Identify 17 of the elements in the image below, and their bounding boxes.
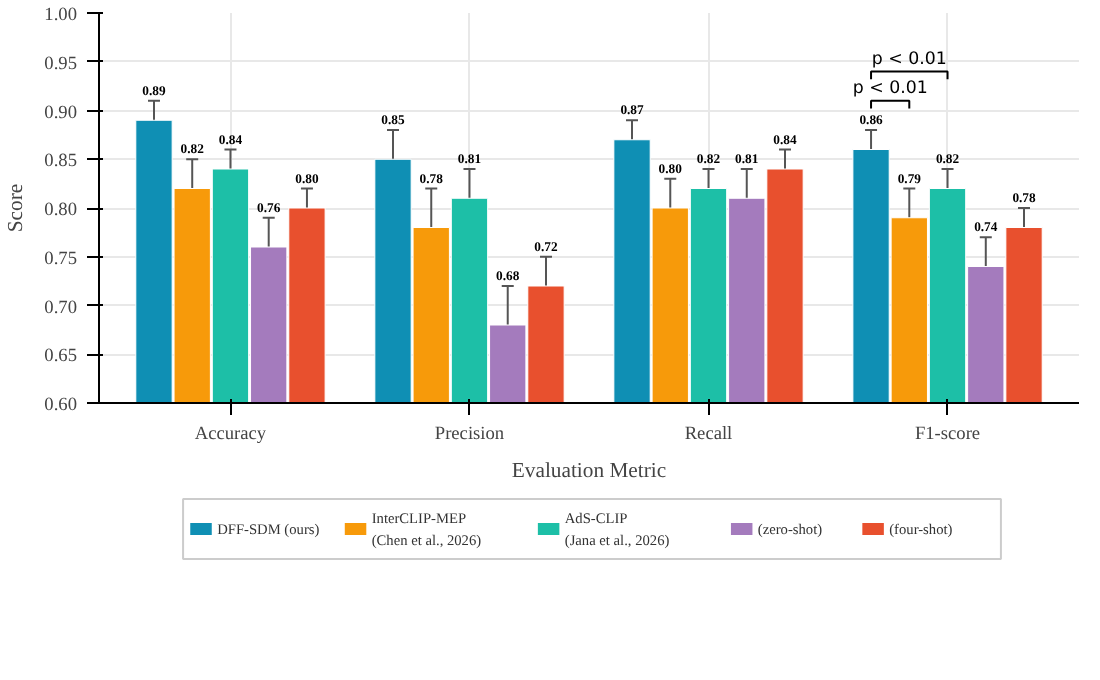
y-axis-title: Score	[6, 183, 29, 233]
y-tick-label: 0.90	[44, 103, 78, 124]
y-tick-label: 0.75	[44, 249, 78, 270]
y-tick-label: 0.80	[44, 201, 78, 221]
x-axis-title: Evaluation Metric	[511, 461, 667, 483]
x-tick-label: Accuracy	[194, 425, 267, 445]
y-tick-label: 0.95	[44, 54, 78, 75]
y-tick-label: 1.00	[44, 6, 78, 26]
annotation: p < 0.01	[871, 49, 947, 70]
x-tick-label: Recall	[684, 425, 734, 445]
x-tick-label: Precision	[434, 425, 505, 445]
y-tick-label: 0.65	[44, 347, 78, 368]
x-tick-label: F1-score	[914, 425, 981, 445]
y-tick-label: 0.70	[44, 298, 78, 319]
y-tick-label: 0.60	[44, 396, 78, 416]
annotation: p < 0.01	[852, 78, 928, 99]
y-tick-label: 0.85	[44, 152, 78, 173]
